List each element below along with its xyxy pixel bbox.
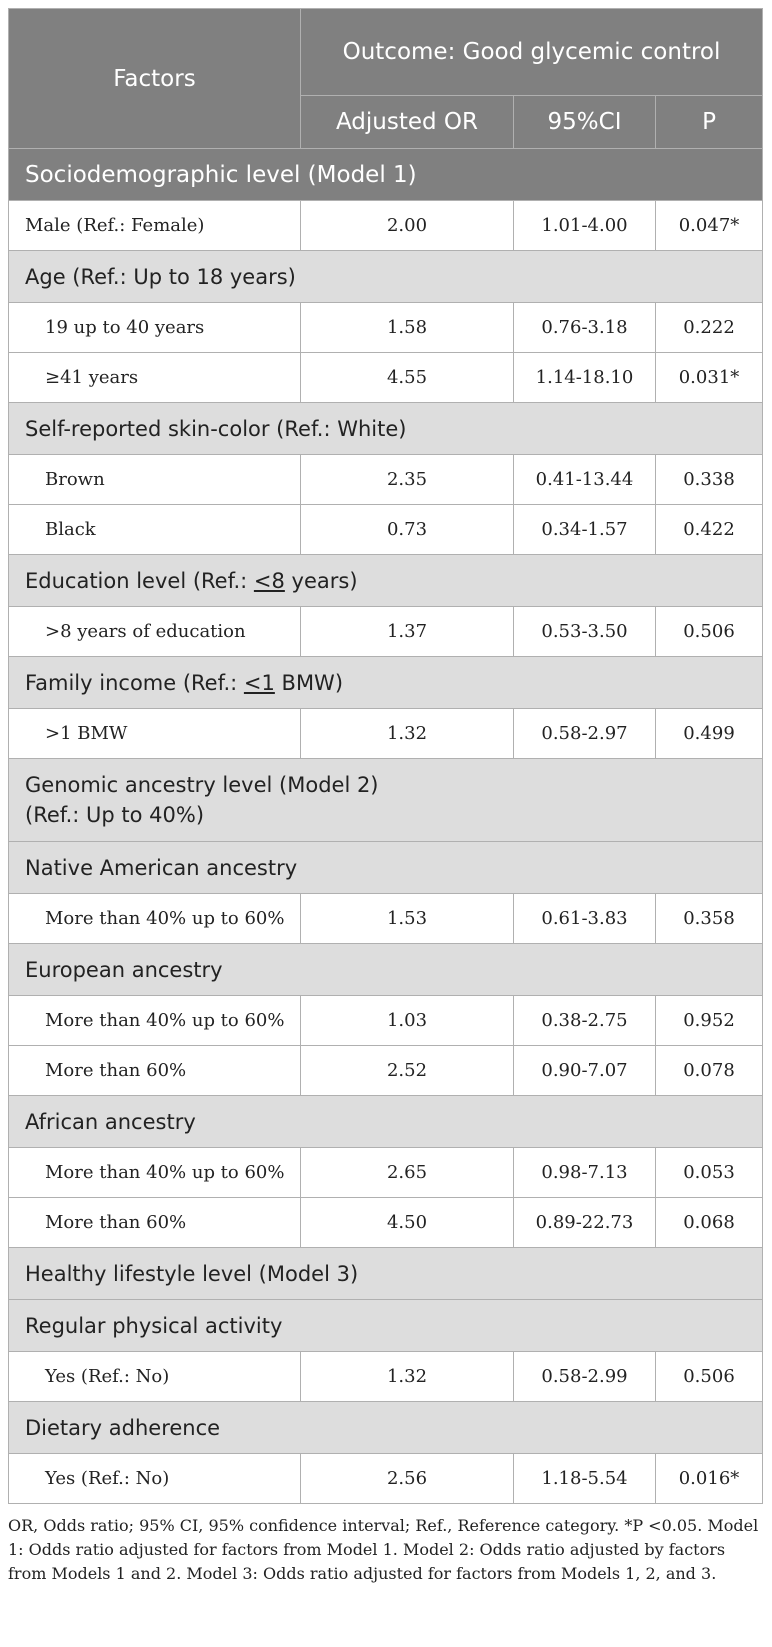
education-prefix: Education level (Ref.: [25,568,254,593]
p-value: 0.031* [655,352,763,403]
ci-header: 95%CI [513,95,656,149]
ci-value: 0.53-3.50 [513,606,656,657]
table-row: Black 0.73 0.34-1.57 0.422 [8,504,763,555]
row-label: ≥41 years [8,352,301,403]
ci-value: 0.76-3.18 [513,302,656,353]
ci-value: 1.01-4.00 [513,200,656,251]
ci-value: 0.58-2.97 [513,708,656,759]
ci-value: 0.61-3.83 [513,893,656,944]
ci-value: 1.14-18.10 [513,352,656,403]
skin-color-category: Self-reported skin-color (Ref.: White) [8,402,763,455]
p-value: 0.053 [655,1147,763,1198]
adjusted-or-value: 1.53 [300,893,514,944]
native-ancestry-category: Native American ancestry [8,841,763,894]
ci-value: 0.58-2.99 [513,1351,656,1402]
results-table: Factors Outcome: Good glycemic control A… [8,8,763,1504]
education-ref: <8 [253,568,285,593]
adjusted-or-value: 1.37 [300,606,514,657]
p-value: 0.222 [655,302,763,353]
p-value: 0.338 [655,454,763,505]
model1-level-heading: Sociodemographic level (Model 1) [8,148,763,201]
education-suffix: years) [284,568,358,593]
table-row: >1 BMW 1.32 0.58-2.97 0.499 [8,708,763,759]
p-value: 0.358 [655,893,763,944]
row-label: Black [8,504,301,555]
adjusted-or-value: 0.73 [300,504,514,555]
adjusted-or-value: 2.65 [300,1147,514,1198]
factors-header: Factors [8,8,301,149]
ci-value: 0.41-13.44 [513,454,656,505]
table-row: Brown 2.35 0.41-13.44 0.338 [8,454,763,505]
physical-activity-category: Regular physical activity [8,1299,763,1352]
p-value: 0.047* [655,200,763,251]
adjusted-or-value: 2.35 [300,454,514,505]
european-ancestry-category: European ancestry [8,943,763,996]
table-row: Male (Ref.: Female) 2.00 1.01-4.00 0.047… [8,200,763,251]
row-label: More than 60% [8,1197,301,1248]
p-value: 0.068 [655,1197,763,1248]
adjusted-or-value: 4.50 [300,1197,514,1248]
p-value: 0.422 [655,504,763,555]
income-category: Family income (Ref.: <1 BMW) [8,656,763,709]
p-header: P [655,95,763,149]
adjusted-or-value: 2.56 [300,1453,514,1504]
table-row: More than 60% 4.50 0.89-22.73 0.068 [8,1197,763,1248]
table-row: More than 40% up to 60% 1.53 0.61-3.83 0… [8,893,763,944]
table-row: Yes (Ref.: No) 1.32 0.58-2.99 0.506 [8,1351,763,1402]
row-label: 19 up to 40 years [8,302,301,353]
row-label: Brown [8,454,301,505]
p-value: 0.952 [655,995,763,1046]
table-row: Yes (Ref.: No) 2.56 1.18-5.54 0.016* [8,1453,763,1504]
model3-level-heading: Healthy lifestyle level (Model 3) [8,1247,763,1300]
row-label: Male (Ref.: Female) [8,200,301,251]
age-category: Age (Ref.: Up to 18 years) [8,250,763,303]
ci-value: 0.98-7.13 [513,1147,656,1198]
adjusted-or-value: 1.32 [300,708,514,759]
table-row: >8 years of education 1.37 0.53-3.50 0.5… [8,606,763,657]
row-label: More than 40% up to 60% [8,893,301,944]
table-container: Factors Outcome: Good glycemic control A… [8,8,763,1586]
p-value: 0.499 [655,708,763,759]
education-category: Education level (Ref.: <8 years) [8,554,763,607]
adjusted-or-value: 2.00 [300,200,514,251]
p-value: 0.506 [655,1351,763,1402]
adjusted-or-value: 4.55 [300,352,514,403]
ci-value: 0.38-2.75 [513,995,656,1046]
table-row: More than 60% 2.52 0.90-7.07 0.078 [8,1045,763,1096]
table-row: More than 40% up to 60% 2.65 0.98-7.13 0… [8,1147,763,1198]
row-label: Yes (Ref.: No) [8,1453,301,1504]
dietary-adherence-category: Dietary adherence [8,1401,763,1454]
ci-value: 0.89-22.73 [513,1197,656,1248]
p-value: 0.016* [655,1453,763,1504]
table-row: More than 40% up to 60% 1.03 0.38-2.75 0… [8,995,763,1046]
adjusted-or-value: 1.32 [300,1351,514,1402]
row-label: Yes (Ref.: No) [8,1351,301,1402]
p-value: 0.506 [655,606,763,657]
adjusted-or-value: 1.58 [300,302,514,353]
ci-value: 1.18-5.54 [513,1453,656,1504]
african-ancestry-category: African ancestry [8,1095,763,1148]
p-value: 0.078 [655,1045,763,1096]
row-label: More than 40% up to 60% [8,995,301,1046]
model2-level-heading: Genomic ancestry level (Model 2) (Ref.: U… [8,758,763,842]
row-label: >1 BMW [8,708,301,759]
adjusted-or-header: Adjusted OR [300,95,514,149]
model2-title: Genomic ancestry level (Model 2) [25,773,379,797]
income-prefix: Family income (Ref.: [25,670,244,695]
adjusted-or-value: 2.52 [300,1045,514,1096]
outcome-header: Outcome: Good glycemic control [300,8,763,96]
row-label: More than 40% up to 60% [8,1147,301,1198]
ci-value: 0.34-1.57 [513,504,656,555]
income-suffix: BMW) [274,670,344,695]
row-label: >8 years of education [8,606,301,657]
ci-value: 0.90-7.07 [513,1045,656,1096]
row-label: More than 60% [8,1045,301,1096]
adjusted-or-value: 1.03 [300,995,514,1046]
table-row: ≥41 years 4.55 1.14-18.10 0.031* [8,352,763,403]
table-row: 19 up to 40 years 1.58 0.76-3.18 0.222 [8,302,763,353]
income-ref: <1 [243,670,275,695]
table-footnote: OR, Odds ratio; 95% CI, 95% confidence i… [8,1516,759,1583]
model2-ref: (Ref.: Up to 40%) [25,803,205,827]
